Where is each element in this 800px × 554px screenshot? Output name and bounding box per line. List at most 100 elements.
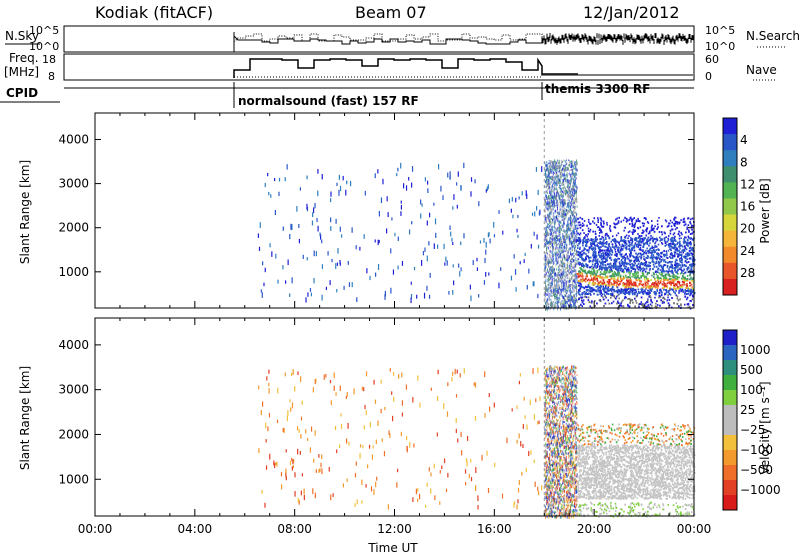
- scatter-dot: [550, 241, 552, 244]
- scatter-dot: [648, 261, 650, 264]
- scatter-dot: [558, 165, 560, 169]
- scatter-dot: [476, 257, 478, 262]
- scatter-dot: [551, 185, 553, 190]
- scatter-dot: [530, 243, 532, 249]
- scatter-dot: [531, 212, 534, 216]
- scatter-dot: [551, 261, 553, 264]
- scatter-dot: [670, 261, 672, 264]
- scatter-dot: [314, 202, 316, 209]
- scatter-dot: [617, 294, 619, 297]
- scatter-dot: [575, 272, 577, 276]
- scatter-dot: [555, 202, 557, 204]
- scatter-dot: [377, 169, 379, 174]
- scatter-dot: [561, 195, 563, 198]
- scatter-dot: [544, 208, 546, 211]
- scatter-dot: [546, 303, 548, 308]
- scatter-dot: [549, 216, 551, 220]
- scatter-dot: [555, 166, 557, 170]
- scatter-dot: [554, 229, 556, 233]
- scatter-dot: [572, 204, 574, 207]
- scatter-dot: [666, 243, 668, 246]
- scatter-dot: [552, 185, 554, 188]
- scatter-dot: [555, 294, 557, 298]
- scatter-dot: [545, 173, 547, 177]
- scatter-dot: [637, 268, 640, 271]
- scatter-dot: [548, 183, 550, 186]
- freq-label-top: Freq.: [9, 51, 39, 65]
- scatter-dot: [618, 293, 620, 296]
- scatter-dot: [310, 292, 313, 297]
- scatter-dot: [544, 210, 546, 213]
- scatter-dot: [570, 220, 572, 224]
- scatter-dot: [571, 277, 573, 280]
- scatter-dot: [632, 218, 634, 221]
- scatter-dot: [628, 235, 630, 237]
- scatter-dot: [658, 262, 660, 264]
- scatter-dot: [579, 251, 582, 254]
- scatter-dot: [565, 216, 567, 220]
- scatter-dot: [546, 161, 548, 164]
- scatter-dot: [576, 242, 578, 246]
- scatter-dot: [566, 178, 568, 182]
- scatter-dot: [562, 196, 564, 200]
- scatter-dot: [686, 275, 689, 277]
- scatter-dot: [572, 274, 574, 277]
- scatter-dot: [685, 293, 688, 295]
- scatter-dot: [642, 293, 645, 295]
- scatter-dot: [572, 296, 574, 299]
- scatter-dot: [568, 172, 570, 176]
- scatter-dot: [574, 220, 576, 223]
- scatter-dot: [607, 234, 609, 237]
- scatter-dot: [553, 300, 555, 303]
- scatter-dot: [561, 302, 563, 305]
- scatter-dot: [553, 307, 555, 311]
- scatter-dot: [631, 291, 633, 294]
- scatter-dot: [574, 262, 576, 266]
- scatter-dot: [575, 213, 577, 217]
- scatter-dot: [553, 185, 555, 188]
- scatter-dot: [569, 224, 571, 228]
- scatter-dot: [631, 231, 633, 234]
- scatter-dot: [648, 290, 651, 293]
- scatter-dot: [568, 286, 570, 289]
- scatter-dot: [633, 284, 635, 286]
- scatter-dot: [618, 242, 620, 245]
- scatter-dot: [569, 261, 571, 264]
- scatter-dot: [559, 253, 561, 257]
- scatter-dot: [564, 298, 566, 302]
- scatter-dot: [658, 253, 660, 256]
- scatter-dot: [672, 233, 675, 236]
- scatter-dot: [569, 219, 571, 222]
- scatter-dot: [558, 256, 560, 259]
- scatter-dot: [608, 281, 610, 283]
- scatter-dot: [678, 263, 680, 265]
- scatter-dot: [611, 270, 614, 272]
- scatter-dot: [576, 161, 578, 165]
- scatter-dot: [550, 193, 552, 196]
- scatter-dot: [574, 174, 576, 178]
- scatter-dot: [548, 243, 550, 247]
- scatter-dot: [610, 275, 612, 278]
- scatter-dot: [557, 279, 559, 282]
- scatter-dot: [544, 292, 546, 295]
- scatter-dot: [568, 296, 570, 299]
- scatter-dot: [625, 267, 627, 270]
- scatter-dot: [605, 296, 607, 299]
- scatter-dot: [568, 278, 570, 281]
- scatter-dot: [563, 297, 565, 301]
- scatter-dot: [556, 206, 558, 210]
- scatter-dot: [572, 160, 574, 164]
- scatter-dot: [665, 236, 667, 239]
- scatter-dot: [562, 261, 564, 265]
- scatter-dot: [566, 233, 568, 236]
- scatter-dot: [267, 172, 269, 177]
- scatter-dot: [570, 235, 572, 238]
- scatter-dot: [547, 277, 549, 281]
- scatter-dot: [559, 300, 561, 304]
- scatter-dot: [574, 223, 576, 227]
- scatter-dot: [597, 275, 600, 278]
- scatter-dot: [564, 271, 566, 273]
- scatter-dot: [624, 260, 626, 262]
- scatter-dot: [552, 218, 554, 221]
- scatter-dot: [544, 269, 546, 272]
